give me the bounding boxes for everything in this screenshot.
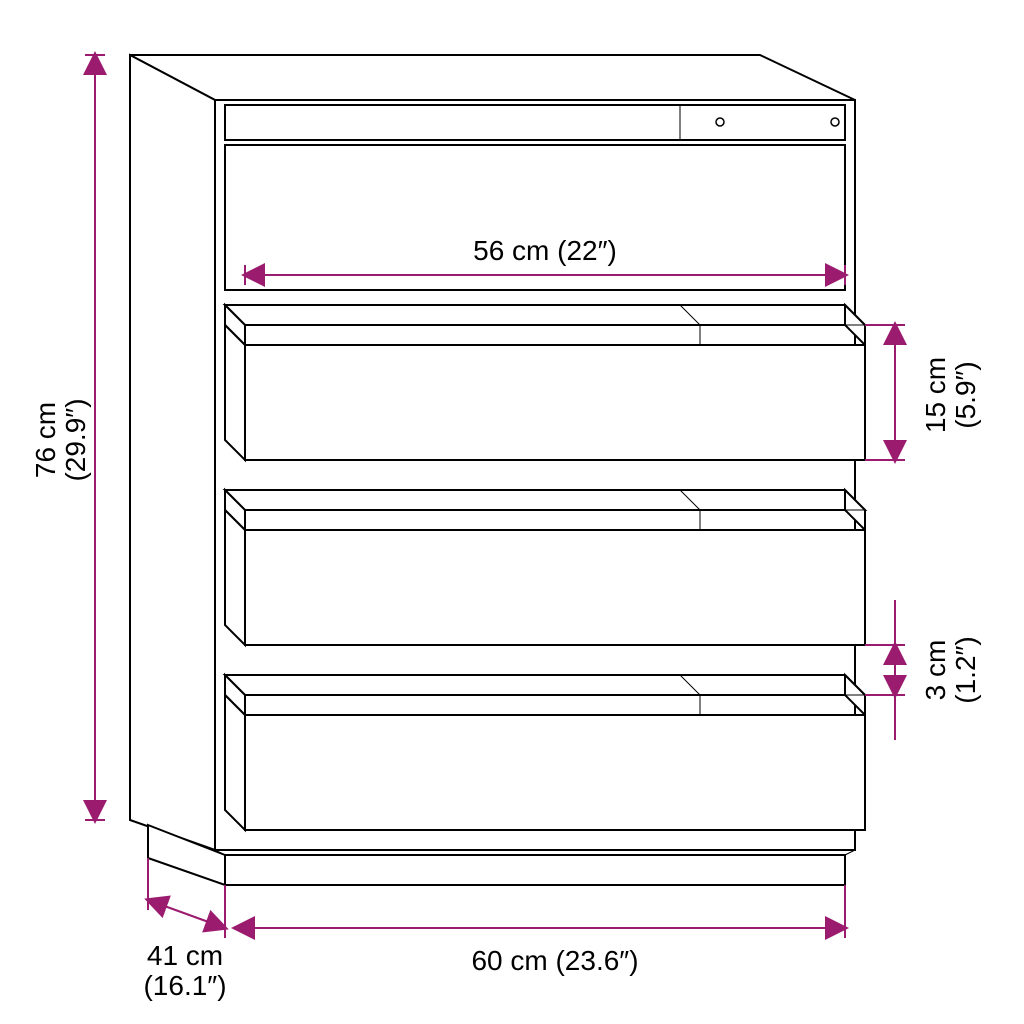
dim-drawer-height: 15 cm (5.9″) [865, 325, 981, 460]
svg-text:(5.9″): (5.9″) [950, 361, 981, 428]
dim-drawer-width-in: (22″) [557, 235, 617, 266]
dim-drawer-width-cm: 56 cm [473, 235, 549, 266]
dim-width-cm: 60 cm [471, 945, 547, 976]
dim-width: 60 cm (23.6″) [235, 885, 845, 976]
svg-text:76 cm: 76 cm [30, 402, 61, 478]
svg-text:(29.9″): (29.9″) [60, 398, 91, 481]
svg-text:(16.1″): (16.1″) [143, 970, 226, 1001]
cabinet-top [130, 55, 855, 100]
svg-text:41 cm: 41 cm [147, 940, 223, 971]
drawer-1 [225, 145, 845, 290]
dim-height-in: (29.9″) [60, 398, 91, 481]
svg-text:3 cm: 3 cm [920, 640, 951, 701]
dim-height: 76 cm (29.9″) [30, 55, 105, 820]
dim-depth-cm: 41 cm [147, 940, 223, 971]
svg-text:60 cm (23.6″): 60 cm (23.6″) [471, 945, 638, 976]
dim-drawer-height-in: (5.9″) [950, 361, 981, 428]
dim-width-in: (23.6″) [555, 945, 638, 976]
cabinet-left-side [130, 55, 215, 850]
dim-gap: 3 cm (1.2″) [865, 600, 981, 740]
svg-text:56 cm (22″): 56 cm (22″) [473, 235, 617, 266]
plinth-front [225, 855, 845, 885]
svg-text:(1.2″): (1.2″) [950, 636, 981, 703]
dim-gap-cm: 3 cm [920, 640, 951, 701]
svg-text:15 cm: 15 cm [920, 357, 951, 433]
dim-gap-in: (1.2″) [950, 636, 981, 703]
dim-depth-in: (16.1″) [143, 970, 226, 1001]
dim-drawer-height-cm: 15 cm [920, 357, 951, 433]
top-strip [225, 105, 845, 140]
dim-height-cm: 76 cm [30, 402, 61, 478]
